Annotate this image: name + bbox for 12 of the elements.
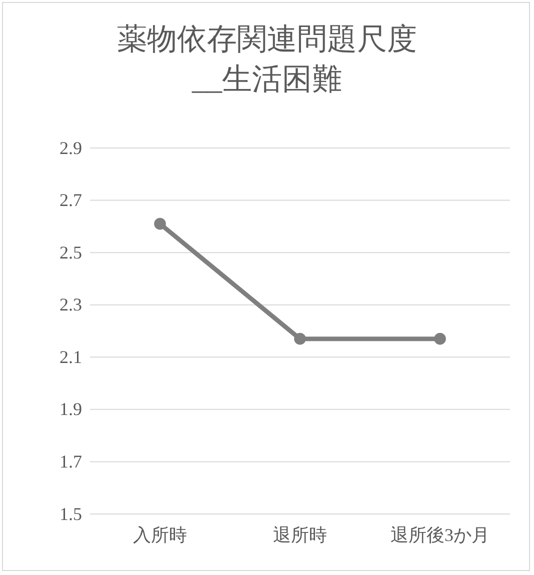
y-tick-label: 2.7 xyxy=(60,190,82,210)
y-tick-label: 1.9 xyxy=(60,399,82,420)
y-tick-label: 2.5 xyxy=(60,242,82,262)
y-tick-label: 1.7 xyxy=(60,451,82,472)
y-tick-label: 2.1 xyxy=(60,346,82,367)
y-tick-label: 2.3 xyxy=(60,294,82,315)
x-tick-label: 退所後3か月 xyxy=(390,524,490,545)
y-tick-label: 2.9 xyxy=(60,138,82,158)
y-tick-label: 1.5 xyxy=(60,504,82,524)
x-tick-label: 入所時 xyxy=(133,524,187,545)
chart-title: 薬物依存関連問題尺度__生活困難 xyxy=(116,22,418,98)
x-tick-label: 退所時 xyxy=(273,524,327,545)
